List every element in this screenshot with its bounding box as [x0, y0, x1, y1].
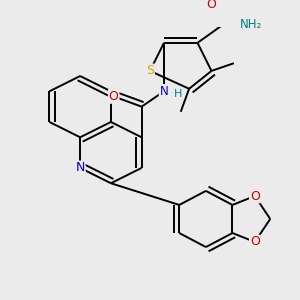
- Text: O: O: [250, 190, 260, 202]
- Text: O: O: [206, 0, 216, 11]
- Text: O: O: [250, 236, 260, 248]
- Text: NH₂: NH₂: [239, 19, 262, 32]
- Text: S: S: [146, 64, 154, 77]
- Text: N: N: [76, 161, 85, 174]
- Text: O: O: [109, 90, 118, 103]
- Text: H: H: [174, 89, 182, 99]
- Text: N: N: [160, 85, 168, 98]
